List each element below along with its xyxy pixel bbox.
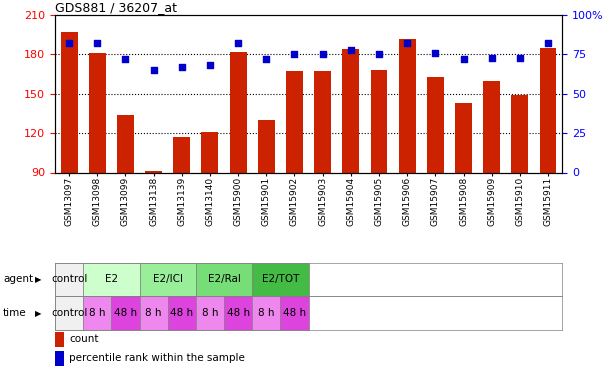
Text: 8 h: 8 h bbox=[145, 308, 162, 318]
Bar bbox=[252, 262, 309, 296]
Bar bbox=[111, 296, 139, 330]
Bar bbox=[342, 49, 359, 172]
Bar bbox=[252, 296, 280, 330]
Point bbox=[290, 51, 299, 57]
Point bbox=[205, 62, 215, 68]
Text: percentile rank within the sample: percentile rank within the sample bbox=[69, 353, 245, 363]
Bar bbox=[139, 296, 167, 330]
Point bbox=[543, 40, 553, 46]
Bar bbox=[55, 351, 64, 366]
Bar bbox=[314, 71, 331, 172]
Text: 8 h: 8 h bbox=[258, 308, 274, 318]
Text: control: control bbox=[51, 274, 87, 284]
Bar bbox=[427, 77, 444, 172]
Point bbox=[120, 56, 130, 62]
Text: count: count bbox=[69, 334, 99, 344]
Text: E2: E2 bbox=[104, 274, 118, 284]
Text: 48 h: 48 h bbox=[227, 308, 250, 318]
Point bbox=[459, 56, 469, 62]
Text: 48 h: 48 h bbox=[170, 308, 193, 318]
Bar bbox=[370, 70, 387, 172]
Bar bbox=[196, 262, 252, 296]
Bar bbox=[286, 71, 303, 172]
Text: time: time bbox=[3, 308, 27, 318]
Text: control: control bbox=[51, 308, 87, 318]
Point bbox=[148, 67, 158, 73]
Point bbox=[515, 54, 525, 60]
Bar bbox=[455, 103, 472, 172]
Point bbox=[374, 51, 384, 57]
Text: 48 h: 48 h bbox=[283, 308, 306, 318]
Bar bbox=[55, 262, 83, 296]
Point bbox=[64, 40, 74, 46]
Point bbox=[262, 56, 271, 62]
Bar bbox=[83, 296, 111, 330]
Bar bbox=[55, 296, 83, 330]
Bar bbox=[55, 332, 64, 347]
Text: ▶: ▶ bbox=[35, 275, 42, 284]
Bar bbox=[117, 115, 134, 172]
Bar bbox=[145, 171, 162, 172]
Bar bbox=[174, 137, 190, 172]
Text: 8 h: 8 h bbox=[89, 308, 106, 318]
Bar bbox=[196, 296, 224, 330]
Point bbox=[402, 40, 412, 46]
Point bbox=[487, 54, 497, 60]
Bar bbox=[60, 32, 78, 172]
Bar bbox=[224, 296, 252, 330]
Point bbox=[233, 40, 243, 46]
Text: agent: agent bbox=[3, 274, 33, 284]
Text: E2/Ral: E2/Ral bbox=[208, 274, 241, 284]
Point bbox=[318, 51, 327, 57]
Bar bbox=[139, 262, 196, 296]
Bar bbox=[511, 95, 529, 172]
Bar bbox=[230, 52, 247, 172]
Bar bbox=[89, 53, 106, 173]
Bar bbox=[202, 132, 218, 172]
Bar bbox=[399, 39, 415, 173]
Text: E2/ICI: E2/ICI bbox=[153, 274, 183, 284]
Point bbox=[177, 64, 187, 70]
Text: E2/TOT: E2/TOT bbox=[262, 274, 299, 284]
Bar bbox=[540, 48, 557, 172]
Point bbox=[92, 40, 102, 46]
Text: GDS881 / 36207_at: GDS881 / 36207_at bbox=[55, 1, 177, 14]
Bar bbox=[280, 296, 309, 330]
Bar bbox=[483, 81, 500, 172]
Point bbox=[346, 46, 356, 53]
Text: 48 h: 48 h bbox=[114, 308, 137, 318]
Bar bbox=[258, 120, 275, 172]
Bar bbox=[83, 262, 139, 296]
Text: ▶: ▶ bbox=[35, 309, 42, 318]
Text: 8 h: 8 h bbox=[202, 308, 218, 318]
Point bbox=[430, 50, 440, 56]
Bar bbox=[167, 296, 196, 330]
